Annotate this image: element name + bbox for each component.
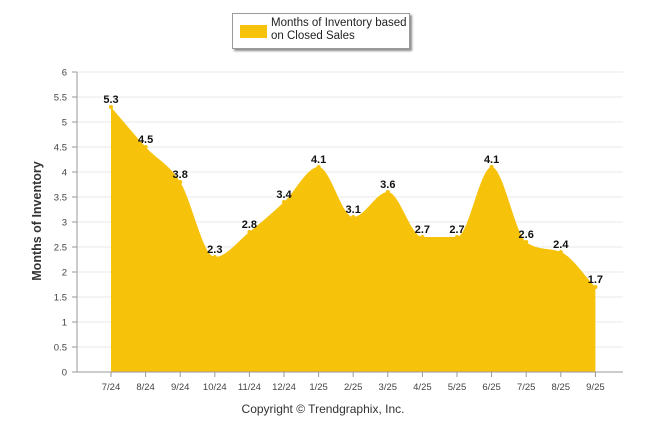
data-label: 2.8: [242, 219, 257, 231]
x-tick-label: 12/24: [272, 382, 296, 393]
data-label: 2.6: [519, 229, 534, 241]
y-tick-label: 6: [62, 68, 67, 79]
data-label: 2.7: [449, 224, 464, 236]
data-label: 2.3: [207, 244, 222, 256]
x-tick-label: 9/25: [586, 382, 605, 393]
legend-label: Months of Inventory based on Closed Sale…: [271, 17, 407, 42]
x-tick-label: 4/25: [413, 382, 432, 393]
x-tick-label: 8/24: [136, 382, 155, 393]
legend[interactable]: Months of Inventory based on Closed Sale…: [232, 13, 410, 49]
x-tick-label: 7/25: [517, 382, 536, 393]
x-tick-label: 7/24: [102, 382, 121, 393]
y-axis-title: Months of Inventory: [30, 161, 44, 281]
data-label: 5.3: [103, 94, 118, 106]
y-tick-label: 0.5: [54, 343, 67, 354]
data-point[interactable]: [420, 235, 425, 239]
y-tick-label: 4.5: [54, 143, 67, 154]
y-tick-label: 5: [62, 118, 67, 129]
data-point[interactable]: [143, 145, 148, 149]
data-labels: 5.3 4.5 3.8 2.3 2.8 3.4 4.1 3.1 3.6 2.7 2.7 4.1 2.6 2…: [103, 94, 603, 289]
data-point[interactable]: [558, 250, 563, 254]
data-point[interactable]: [109, 105, 113, 109]
y-tick-label: 4: [62, 168, 67, 179]
y-tick-label: 3: [62, 218, 67, 229]
x-tick-label: 9/24: [171, 382, 190, 393]
data-label: 4.1: [484, 154, 499, 166]
x-tick-label: 8/25: [552, 382, 571, 393]
data-point[interactable]: [316, 165, 321, 169]
data-label: 3.6: [380, 179, 395, 191]
y-axis: 0 0.5 1 1.5 2 2.5 3 3.5 4 4.5 5 5.5 6: [54, 68, 78, 379]
copyright-text: Copyright © Trendgraphix, Inc.: [241, 402, 405, 416]
data-label: 3.1: [346, 204, 361, 216]
data-point[interactable]: [524, 240, 529, 244]
area-fill[interactable]: [111, 107, 596, 372]
data-point[interactable]: [455, 235, 459, 239]
y-tick-label: 1: [62, 318, 67, 329]
x-tick-label: 6/25: [482, 382, 501, 393]
data-point[interactable]: [247, 230, 252, 234]
x-tick-label: 1/25: [309, 382, 328, 393]
data-label: 4.1: [311, 154, 326, 166]
data-label: 3.8: [173, 169, 188, 181]
data-point[interactable]: [489, 165, 494, 169]
legend-swatch: [240, 25, 267, 38]
data-point[interactable]: [351, 215, 356, 219]
data-label: 4.5: [138, 134, 153, 146]
y-tick-label: 2: [62, 268, 67, 279]
data-label: 2.4: [553, 239, 569, 251]
chart-area-series: [111, 107, 596, 372]
data-point[interactable]: [178, 180, 183, 184]
y-tick-label: 1.5: [54, 293, 67, 304]
y-tick-label: 5.5: [54, 93, 67, 104]
y-tick-label: 2.5: [54, 243, 67, 254]
data-label: 1.7: [588, 274, 603, 286]
data-point[interactable]: [385, 190, 390, 194]
data-point[interactable]: [212, 255, 217, 259]
x-axis: 7/24 8/24 9/24 10/24 11/24 12/24 1/25 2/25 3/25 4…: [77, 371, 623, 393]
data-point[interactable]: [593, 285, 598, 289]
y-tick-label: 3.5: [54, 193, 67, 204]
x-tick-label: 3/25: [379, 382, 398, 393]
x-tick-label: 2/25: [344, 382, 363, 393]
x-tick-label: 10/24: [203, 382, 227, 393]
data-point[interactable]: [282, 200, 286, 204]
x-tick-label: 11/24: [238, 382, 261, 393]
data-label: 3.4: [276, 189, 292, 201]
x-tick-label: 5/25: [448, 382, 467, 393]
data-label: 2.7: [415, 224, 430, 236]
y-tick-label: 0: [62, 368, 67, 379]
